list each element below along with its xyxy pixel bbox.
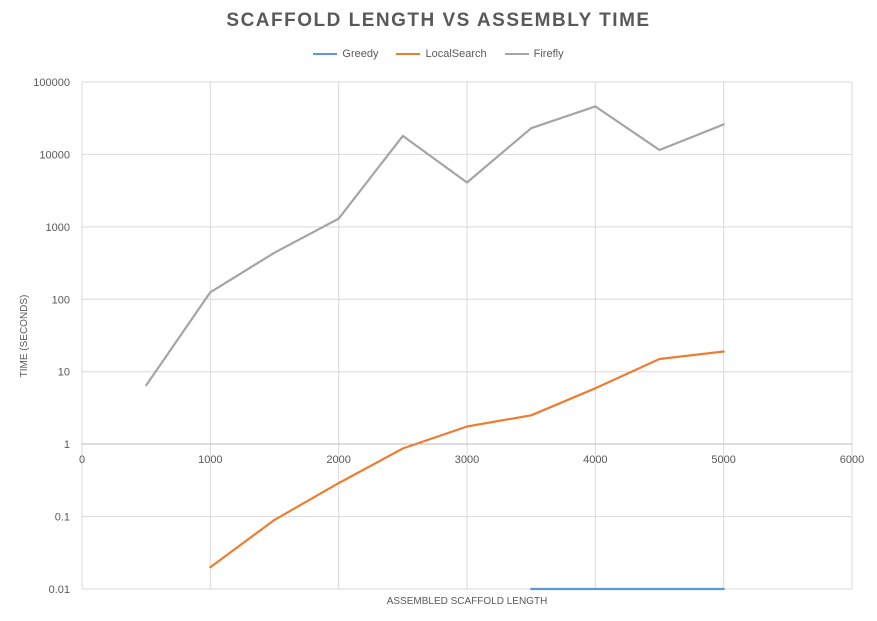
tick-labels: 0.01 0.1 1 10 100 1000 10000 100000 0 1000 2000 300… bbox=[33, 77, 864, 596]
series-line-firefly bbox=[145, 105, 725, 387]
legend-label-localsearch: LocalSearch bbox=[425, 48, 487, 60]
legend-item-localsearch: LocalSearch bbox=[396, 48, 487, 60]
legend-item-greedy: Greedy bbox=[313, 48, 378, 60]
legend-swatch-localsearch bbox=[396, 53, 421, 55]
legend-label-greedy: Greedy bbox=[342, 48, 379, 60]
y-axis-title: TIME (SECONDS) bbox=[19, 295, 30, 378]
y-tick-label: 0.1 bbox=[55, 512, 70, 524]
x-tick-label: 3000 bbox=[455, 454, 479, 466]
legend-swatch-firefly bbox=[504, 53, 529, 55]
y-tick-label: 1 bbox=[64, 439, 70, 451]
x-tick-label: 4000 bbox=[583, 454, 607, 466]
x-tick-label: 0 bbox=[79, 454, 85, 466]
y-tick-label: 10000 bbox=[39, 149, 70, 161]
x-tick-label: 2000 bbox=[326, 454, 350, 466]
y-tick-label: 1000 bbox=[46, 222, 70, 234]
x-tick-label: 5000 bbox=[711, 454, 735, 466]
y-tick-label: 100 bbox=[52, 294, 70, 306]
series-line-localsearch bbox=[209, 350, 725, 569]
legend-label-firefly: Firefly bbox=[533, 48, 564, 60]
y-tick-label: 10 bbox=[58, 367, 70, 379]
y-tick-label: 0.01 bbox=[49, 584, 70, 596]
y-tick-label: 100000 bbox=[33, 77, 70, 89]
x-tick-label: 1000 bbox=[198, 454, 222, 466]
gridlines bbox=[81, 81, 853, 590]
x-axis-title: ASSEMBLED SCAFFOLD LENGTH bbox=[387, 596, 548, 607]
legend-item-firefly: Firefly bbox=[504, 48, 564, 60]
legend-swatch-greedy bbox=[313, 53, 338, 55]
legend: Greedy LocalSearch Firefly bbox=[0, 48, 877, 60]
x-tick-label: 6000 bbox=[840, 454, 864, 466]
series-lines bbox=[145, 105, 725, 591]
chart-title: SCAFFOLD LENGTH VS ASSEMBLY TIME bbox=[226, 10, 651, 31]
